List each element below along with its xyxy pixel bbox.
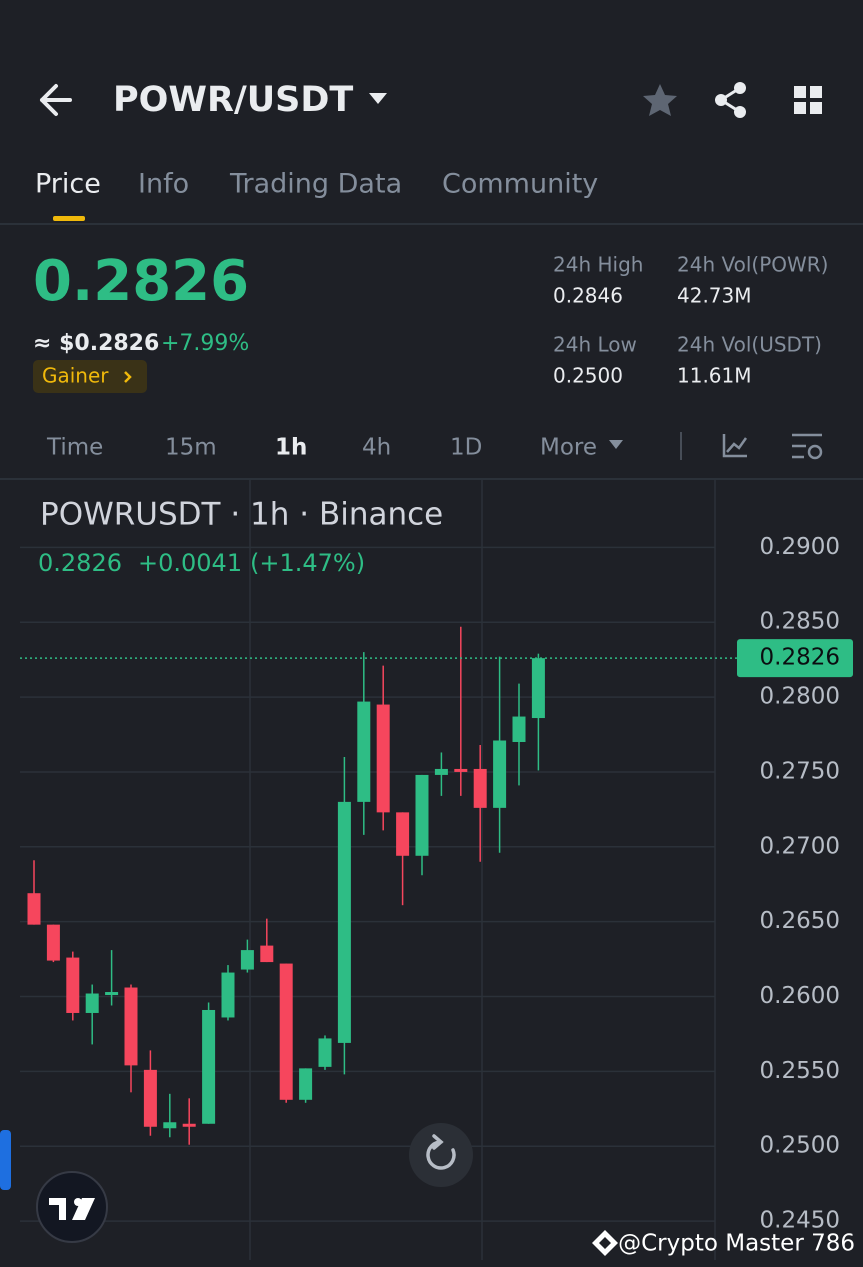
candle-body	[182, 1123, 196, 1127]
timeframe[interactable]: Time	[46, 435, 103, 461]
candle-body	[260, 945, 274, 963]
stat-value: 11.61M	[677, 364, 752, 388]
candle-body	[531, 658, 545, 719]
grid-icon[interactable]	[794, 86, 822, 114]
last-price: 0.2826	[33, 249, 249, 314]
candle-body	[299, 1068, 313, 1100]
stat-label: 24h High	[553, 253, 643, 277]
tab-indicator	[53, 216, 85, 221]
candle-body	[396, 812, 410, 856]
candle-body	[85, 993, 99, 1013]
last-price-label: 0.2826	[760, 645, 840, 671]
candlestick-chart: 0.2900 0.2850 0.2800 0.2750 0.2700 0.2650 0.26…	[20, 534, 853, 1234]
settings-gear	[807, 444, 823, 460]
indicator-icon[interactable]	[722, 434, 748, 458]
candle-body	[357, 701, 371, 802]
watermark-logo	[592, 1230, 618, 1256]
reset-button[interactable]	[409, 1123, 473, 1187]
tab[interactable]: Info	[138, 169, 189, 200]
back-button[interactable]	[40, 84, 72, 116]
tradingview-mark	[49, 1198, 95, 1220]
y-tick-label: 0.2450	[760, 1208, 840, 1234]
usd-price: ≈ $0.2826	[33, 331, 159, 356]
timeframe[interactable]: 1h	[275, 435, 307, 461]
badge-bg[interactable]	[33, 360, 147, 393]
candle-body	[124, 987, 138, 1066]
tab[interactable]: Community	[442, 169, 598, 200]
candle-body	[143, 1069, 157, 1127]
tradingview-dot	[74, 1198, 82, 1206]
candle-body	[318, 1038, 332, 1067]
candle-body	[163, 1122, 177, 1129]
back-arrow	[40, 84, 72, 116]
price-change: +7.99%	[161, 331, 249, 356]
reset-icon	[426, 1134, 456, 1170]
grid-square	[810, 102, 822, 114]
legend-change: +0.0041	[138, 549, 242, 577]
candle-body	[46, 924, 60, 961]
legend-close: 0.2826	[38, 549, 122, 577]
candle-body	[415, 774, 429, 856]
stat-label: 24h Low	[553, 333, 637, 357]
pair-dropdown[interactable]	[369, 93, 387, 104]
candle-body	[376, 704, 390, 813]
timeframe[interactable]: 1D	[450, 435, 482, 461]
candle-body	[434, 768, 448, 775]
side-tab[interactable]	[0, 1130, 11, 1190]
tradingview-logo[interactable]	[36, 1171, 108, 1243]
y-tick-label: 0.2750	[760, 758, 840, 784]
candle-body	[493, 740, 507, 808]
candle-body	[337, 801, 351, 1043]
y-tick-label: 0.2850	[760, 609, 840, 635]
timeframe[interactable]: 4h	[362, 435, 391, 461]
y-tick-label: 0.2650	[760, 908, 840, 934]
badge[interactable]: Gainer	[42, 364, 109, 388]
favorite-icon[interactable]	[643, 84, 677, 116]
pair-title[interactable]: POWR/USDT	[113, 80, 353, 120]
candle-body	[473, 768, 487, 808]
y-tick-label: 0.2800	[760, 684, 840, 710]
candle-body	[105, 992, 119, 996]
grid-square	[794, 86, 806, 98]
stat-value: 0.2846	[553, 284, 623, 308]
candle-body	[279, 963, 293, 1100]
candle-body	[202, 1009, 216, 1124]
settings-icon[interactable]	[792, 433, 823, 460]
chart-title: POWRUSDT · 1h · Binance	[40, 497, 443, 533]
candle-body	[454, 768, 468, 772]
more-caret	[609, 440, 623, 449]
y-tick-label: 0.2700	[760, 833, 840, 859]
candle-body	[66, 957, 80, 1013]
y-tick-label: 0.2900	[760, 534, 840, 560]
candle-body	[27, 893, 41, 925]
stat-value: 0.2500	[553, 364, 623, 388]
timeframe[interactable]: 15m	[165, 435, 217, 461]
last-price-box	[737, 639, 853, 678]
y-tick-label: 0.2500	[760, 1133, 840, 1159]
watermark: @Crypto Master 786	[618, 1231, 855, 1257]
stat-label: 24h Vol(USDT)	[677, 333, 822, 357]
share-icon[interactable]	[715, 82, 746, 118]
tab[interactable]: Trading Data	[229, 169, 402, 200]
stat-value: 42.73M	[677, 284, 752, 308]
tab[interactable]: Price	[35, 169, 101, 200]
grid-square	[794, 102, 806, 114]
share-lines	[718, 86, 741, 114]
candle-body	[240, 950, 254, 970]
y-tick-label: 0.2550	[760, 1058, 840, 1084]
candle-body	[512, 716, 526, 742]
timeframe[interactable]: More	[540, 435, 597, 461]
stat-label: 24h Vol(POWR)	[677, 253, 828, 277]
legend-change-pct: (+1.47%)	[250, 549, 365, 577]
grid-square	[810, 86, 822, 98]
y-tick-label: 0.2600	[760, 983, 840, 1009]
badge-chevron	[124, 371, 132, 383]
candle-body	[221, 972, 235, 1018]
settings-lines	[792, 433, 822, 459]
